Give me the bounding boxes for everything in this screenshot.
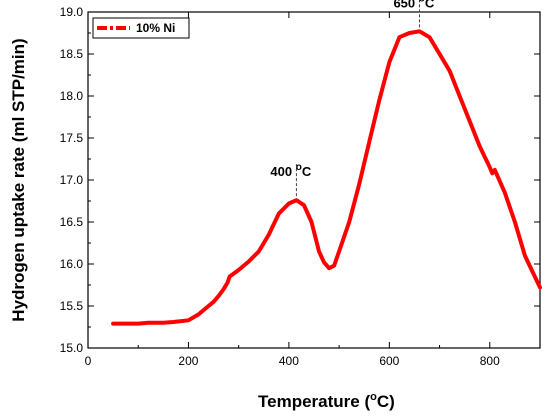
tick-marks: [87, 11, 540, 349]
x-tick-label: 0: [85, 354, 92, 368]
tick-labels: 0 200 400 600 800 15.0 15.5 16.0 16.5 17.0 17.5 18.…: [60, 5, 500, 368]
x-tick-label: 600: [379, 354, 399, 368]
legend-box: [92, 17, 190, 39]
peak-annotations: 400 oC 650 oC: [270, 0, 435, 197]
x-tick-label: 400: [279, 354, 299, 368]
x-axis-title: Temperature (oC): [258, 391, 395, 411]
plot-frame: [87, 11, 541, 349]
y-tick-label: 16.0: [60, 257, 84, 271]
peak-label: 650 oC: [393, 0, 434, 10]
y-tick-label: 19.0: [60, 5, 84, 19]
y-tick-label: 17.0: [60, 173, 84, 187]
legend-label: 10% Ni: [136, 21, 175, 35]
y-tick-label: 16.5: [60, 215, 84, 229]
x-tick-label: 800: [480, 354, 500, 368]
y-tick-label: 18.5: [60, 47, 84, 61]
series-line-10pct-ni: [111, 29, 542, 326]
y-axis-title: Hydrogen uptake rate (ml STP/min): [9, 38, 28, 321]
y-tick-label: 17.5: [60, 131, 84, 145]
y-tick-label: 15.0: [60, 341, 84, 355]
x-tick-label: 200: [178, 354, 198, 368]
y-tick-label: 18.0: [60, 89, 84, 103]
peak-label: 400 oC: [270, 162, 311, 179]
y-tick-label: 15.5: [60, 299, 84, 313]
legend: 10% Ni: [92, 17, 190, 39]
